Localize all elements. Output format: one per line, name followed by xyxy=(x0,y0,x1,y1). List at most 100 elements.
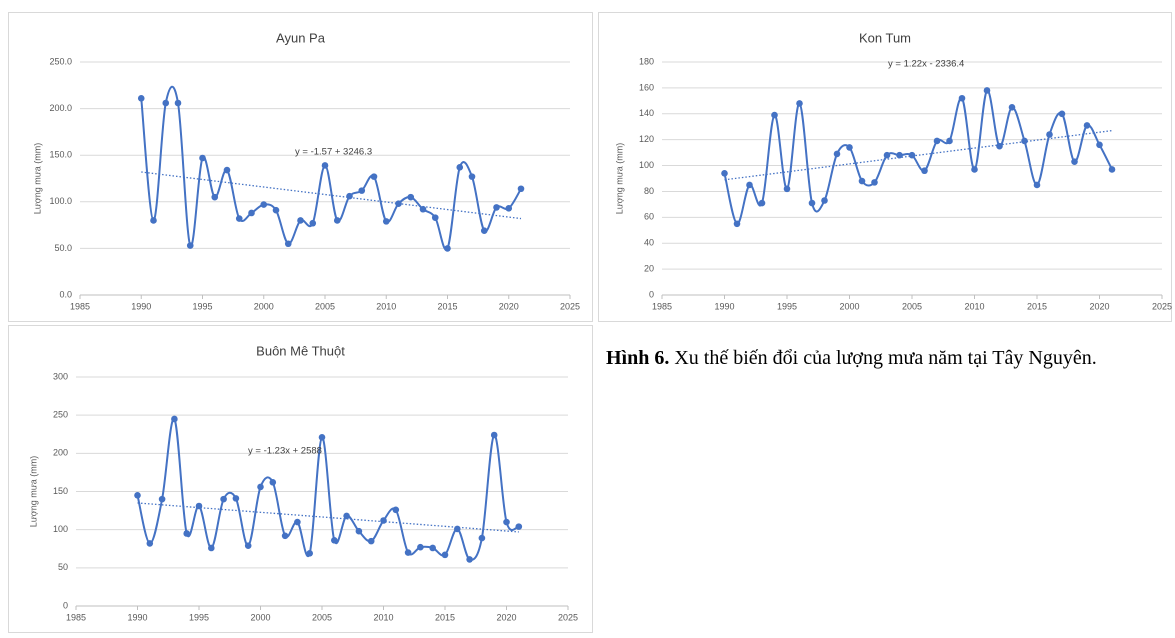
y-tick-label: 50 xyxy=(58,562,68,572)
x-tick-label: 1990 xyxy=(714,301,734,311)
data-point xyxy=(407,193,415,201)
data-point xyxy=(223,166,231,174)
data-point xyxy=(921,167,928,175)
data-point xyxy=(983,87,991,94)
y-tick-label: 250 xyxy=(53,410,68,420)
x-tick-label: 2010 xyxy=(373,612,393,622)
data-point xyxy=(158,495,166,503)
data-point xyxy=(417,543,424,551)
caption: Hình 6. Xu thế biến đổi của lượng mưa nă… xyxy=(606,343,1166,373)
data-point xyxy=(490,431,498,439)
y-axis-label: Lượng mưa (mm) xyxy=(32,143,42,214)
data-point xyxy=(257,483,264,491)
data-point xyxy=(480,227,488,234)
data-point xyxy=(946,137,953,145)
panel-border xyxy=(8,12,593,322)
data-point xyxy=(404,549,412,556)
data-point xyxy=(1071,158,1078,165)
y-tick-label: 140 xyxy=(639,108,654,118)
data-point xyxy=(896,151,903,159)
caption-text: Xu thế biến đổi của lượng mưa năm tại Tâ… xyxy=(674,347,1097,369)
data-point xyxy=(395,200,402,207)
data-point xyxy=(456,164,464,171)
data-point xyxy=(1058,110,1066,118)
data-point xyxy=(220,495,227,503)
data-point xyxy=(771,111,778,119)
y-tick-label: 0 xyxy=(63,600,68,610)
data-point xyxy=(808,199,816,207)
data-point xyxy=(134,492,141,499)
data-point xyxy=(1083,122,1091,129)
data-point xyxy=(933,137,941,145)
trend-line xyxy=(724,129,1113,181)
x-tick-label: 1995 xyxy=(777,301,797,311)
x-tick-label: 1985 xyxy=(652,301,672,311)
data-point xyxy=(346,192,353,200)
y-tick-label: 150 xyxy=(53,486,68,496)
data-point xyxy=(517,185,525,193)
data-point xyxy=(260,201,268,208)
data-point xyxy=(505,205,513,212)
data-point xyxy=(232,495,240,502)
y-tick-label: 300 xyxy=(53,371,68,381)
data-point xyxy=(211,193,219,201)
y-tick-label: 50.0 xyxy=(54,243,72,253)
data-point xyxy=(429,544,437,552)
y-tick-label: 0.0 xyxy=(59,289,72,299)
data-point xyxy=(503,518,510,526)
data-point xyxy=(309,219,317,227)
y-tick-label: 100 xyxy=(53,524,68,534)
data-point xyxy=(183,530,190,537)
data-point xyxy=(1008,104,1016,111)
chart-panel: Kon Tum Lượng mưa (mm) 0 20 40 60 80 100 120 140 1… xyxy=(598,12,1172,322)
data-point xyxy=(370,173,378,180)
y-tick-label: 160 xyxy=(639,82,654,92)
chart-panel: Ayun Pa Lượng mưa (mm) 0.0 50.0 100.0 150.0 20… xyxy=(8,12,593,322)
data-point xyxy=(248,209,255,217)
trend-equation: y = -1.23x + 2588 xyxy=(248,446,322,457)
data-point xyxy=(244,542,252,549)
data-point xyxy=(318,434,326,441)
caption-label: Hình 6. xyxy=(606,347,670,369)
data-point xyxy=(367,537,375,545)
data-point xyxy=(1021,137,1028,145)
y-tick-label: 120 xyxy=(639,134,654,144)
trend-equation: y = 1.22x - 2336.4 xyxy=(888,59,964,70)
data-point xyxy=(1096,141,1103,149)
data-point xyxy=(150,217,157,224)
data-point xyxy=(833,150,841,158)
x-tick-label: 2000 xyxy=(839,301,859,311)
y-axis-label: Lượng mưa (mm) xyxy=(28,456,38,527)
data-point xyxy=(235,215,243,222)
data-point xyxy=(146,540,154,547)
x-tick-label: 2000 xyxy=(254,301,274,311)
data-point xyxy=(272,206,280,214)
x-tick-label: 1985 xyxy=(66,612,86,622)
data-point xyxy=(466,556,473,563)
x-tick-label: 2025 xyxy=(1152,301,1172,311)
panel-border xyxy=(8,325,593,633)
x-tick-label: 2000 xyxy=(250,612,270,622)
x-tick-label: 1990 xyxy=(131,301,151,311)
data-point xyxy=(294,518,301,526)
data-point xyxy=(971,166,978,173)
data-point xyxy=(871,179,878,186)
x-tick-label: 2020 xyxy=(496,612,516,622)
y-tick-label: 250.0 xyxy=(49,56,72,66)
data-point xyxy=(1033,181,1041,189)
x-tick-label: 2025 xyxy=(560,301,580,311)
data-point xyxy=(858,177,866,185)
data-point xyxy=(306,550,314,557)
y-tick-label: 100 xyxy=(639,160,654,170)
data-point xyxy=(783,185,791,193)
trend-equation: y = -1.57 + 3246.3 xyxy=(295,147,372,158)
data-point xyxy=(733,220,741,228)
data-point xyxy=(1046,131,1053,138)
chart-title: Buôn Mê Thuột xyxy=(256,343,345,358)
x-tick-label: 2020 xyxy=(499,301,519,311)
y-tick-label: 80 xyxy=(644,186,654,196)
data-point xyxy=(821,197,828,204)
data-point xyxy=(137,95,145,102)
y-axis-label: Lượng mưa (mm) xyxy=(614,143,624,214)
